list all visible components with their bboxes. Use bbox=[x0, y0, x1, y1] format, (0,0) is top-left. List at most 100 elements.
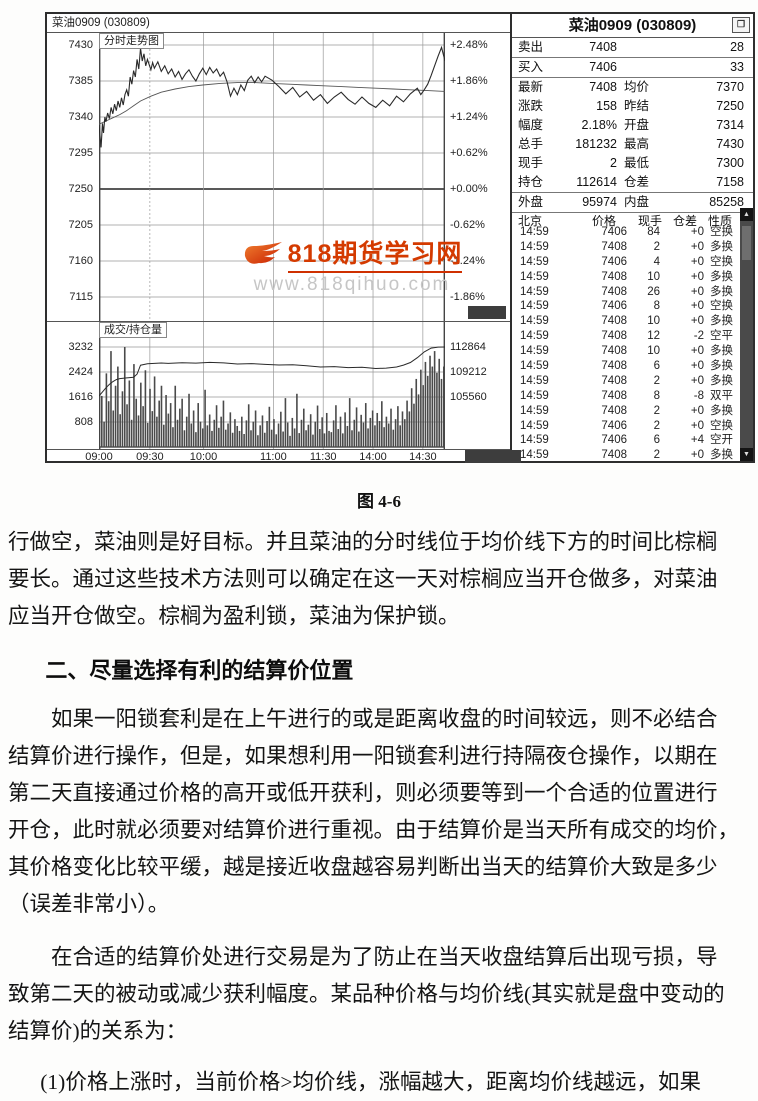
tape-price: 7406 bbox=[601, 419, 627, 432]
percent-tick: +2.48% bbox=[450, 39, 488, 51]
quote-label: 外盘 bbox=[518, 195, 544, 209]
tape-lots: 10 bbox=[647, 315, 660, 328]
tape-lots: 84 bbox=[647, 226, 660, 238]
tape-lots: 8 bbox=[653, 389, 660, 402]
tape-time: 14:59 bbox=[520, 330, 549, 343]
price-tick: 7340 bbox=[68, 111, 93, 123]
volume-pane: 成交/持仓量 3232 2424 1616 808 112864 109212 10556… bbox=[47, 322, 510, 450]
quote-label: 幅度 bbox=[518, 118, 544, 132]
tape-time: 14:59 bbox=[520, 226, 549, 238]
tape-price: 7408 bbox=[601, 404, 627, 417]
tape-diff: +0 bbox=[690, 285, 704, 298]
tape-price: 7408 bbox=[601, 330, 627, 343]
scroll-down-icon[interactable]: ▼ bbox=[740, 448, 753, 461]
tape-diff: +0 bbox=[690, 360, 704, 373]
tape-lots: 10 bbox=[647, 270, 660, 283]
chart-window-title: 菜油0909 (030809) bbox=[47, 14, 510, 33]
quote-row: 现手 2 最低 7300 bbox=[512, 154, 753, 173]
tape-type: 多换 bbox=[710, 285, 733, 298]
quote-value: 7406 bbox=[589, 60, 617, 74]
open-interest-tick: 112864 bbox=[450, 341, 486, 353]
quote-label: 仓差 bbox=[624, 175, 650, 189]
time-tick: 11:30 bbox=[309, 451, 337, 463]
tape-time: 14:59 bbox=[520, 270, 549, 283]
quote-value: 95974 bbox=[582, 195, 617, 209]
quote-value: 85258 bbox=[709, 195, 744, 209]
volume-tick: 2424 bbox=[68, 366, 93, 378]
percent-tick: +0.00% bbox=[450, 183, 488, 195]
tape-lots: 6 bbox=[653, 434, 660, 447]
volume-tick: 808 bbox=[74, 416, 93, 428]
quote-value: 112614 bbox=[576, 175, 617, 189]
tape-price: 7408 bbox=[601, 449, 627, 461]
watermark-title: 818期货学习网 bbox=[287, 234, 463, 273]
tape-time: 14:59 bbox=[520, 434, 549, 447]
quote-value: 158 bbox=[596, 99, 617, 113]
paragraph-3: 在合适的结算价处进行交易是为了防止在当天收盘结算后出现亏损，导 致第二天的被动或… bbox=[8, 945, 725, 1043]
tape-header-cell: 性质 bbox=[708, 214, 733, 228]
tape-diff: +0 bbox=[690, 315, 704, 328]
tape-scrollbar[interactable]: ▲ ▼ bbox=[740, 208, 753, 461]
tape-row: 14:59 7408 12 -2 空平 bbox=[512, 329, 740, 344]
tape-type: 多换 bbox=[710, 315, 733, 328]
tape-type: 多换 bbox=[710, 345, 733, 358]
tape-diff: +0 bbox=[690, 345, 704, 358]
tape-price: 7406 bbox=[601, 255, 627, 268]
quote-value: 7370 bbox=[716, 80, 744, 94]
figure-trading-screenshot: 菜油0909 (030809) 分时走势图 7430 7385 7340 7295 72… bbox=[45, 12, 755, 463]
time-axis: 09:00 09:30 10:00 11:00 11:30 14:00 14:30 bbox=[47, 450, 510, 466]
contract-title: 菜油0909 (030809) bbox=[568, 17, 697, 34]
tape-lots: 2 bbox=[653, 404, 660, 417]
tape-type: 空换 bbox=[710, 300, 733, 313]
scrollbar-thumb[interactable] bbox=[742, 226, 751, 260]
tape-row: 14:59 7408 2 +0 多换 bbox=[512, 448, 740, 461]
quote-label: 昨结 bbox=[624, 99, 650, 113]
tape-time: 14:59 bbox=[520, 240, 549, 253]
quote-row: 买入 7406 33 bbox=[512, 58, 753, 78]
quote-panel-header: 菜油0909 (030809) ❐ bbox=[512, 14, 753, 38]
tape-price: 7408 bbox=[601, 374, 627, 387]
price-tick: 7115 bbox=[69, 291, 93, 303]
price-tick: 7205 bbox=[68, 219, 93, 231]
price-tick: 7160 bbox=[68, 255, 93, 267]
price-pane-label: 分时走势图 bbox=[99, 33, 164, 49]
tape-price: 7406 bbox=[601, 300, 627, 313]
tape-row: 14:59 7408 8 -8 双平 bbox=[512, 389, 740, 404]
quote-label: 开盘 bbox=[624, 118, 650, 132]
tape-diff: +0 bbox=[690, 240, 704, 253]
scroll-up-icon[interactable]: ▲ bbox=[740, 208, 753, 221]
quote-row: 幅度 2.18% 开盘 7314 bbox=[512, 116, 753, 135]
price-tick: 7430 bbox=[68, 39, 93, 51]
tape-time: 14:59 bbox=[520, 300, 549, 313]
tape-row: 14:59 7408 26 +0 多换 bbox=[512, 285, 740, 300]
quote-label: 持仓 bbox=[518, 175, 544, 189]
tape-type: 空换 bbox=[710, 255, 733, 268]
popout-icon[interactable]: ❐ bbox=[732, 17, 750, 33]
quote-label: 卖出 bbox=[518, 40, 544, 54]
quote-value: 7250 bbox=[716, 99, 744, 113]
tape-row: 14:59 7406 8 +0 空换 bbox=[512, 299, 740, 314]
time-tick: 14:30 bbox=[409, 451, 437, 463]
tape-type: 空换 bbox=[710, 419, 733, 432]
quote-row: 总手 181232 最高 7430 bbox=[512, 135, 753, 154]
tape-lots: 8 bbox=[653, 300, 660, 313]
volume-pane-label: 成交/持仓量 bbox=[99, 322, 168, 338]
tape-header-cell: 北京 bbox=[518, 214, 543, 228]
price-tick: 7385 bbox=[68, 75, 93, 87]
quote-row: 最新 7408 均价 7370 bbox=[512, 78, 753, 97]
tape-row: 14:59 7408 6 +0 多换 bbox=[512, 359, 740, 374]
tape-time: 14:59 bbox=[520, 360, 549, 373]
tape-time: 14:59 bbox=[520, 255, 549, 268]
tape-price: 7408 bbox=[601, 315, 627, 328]
tape-time: 14:59 bbox=[520, 389, 549, 402]
tape-header-cell: 价格 bbox=[592, 214, 617, 228]
tape-price: 7408 bbox=[601, 285, 627, 298]
quote-value: 28 bbox=[730, 40, 744, 54]
tape-time: 14:59 bbox=[520, 315, 549, 328]
tape-type: 多换 bbox=[710, 270, 733, 283]
tape-type: 多换 bbox=[710, 404, 733, 417]
quote-panel: 菜油0909 (030809) ❐ 卖出 7408 28 买入 7406 33 最新 7408… bbox=[512, 14, 753, 461]
quote-value: 181232 bbox=[575, 137, 617, 151]
tape-lots: 4 bbox=[653, 255, 660, 268]
open-interest-tick: 105560 bbox=[450, 391, 487, 403]
